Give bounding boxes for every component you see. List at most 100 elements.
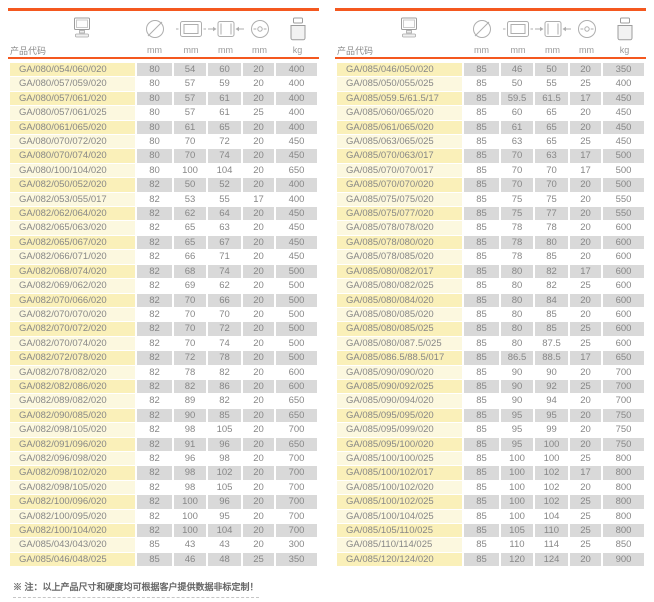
value-cell: 85 [464, 135, 499, 149]
value-cell: 82 [137, 466, 172, 480]
value-cell: 800 [603, 480, 644, 495]
value-cell: 800 [603, 495, 644, 509]
value-cell: 20 [243, 264, 274, 279]
value-cell: 120 [501, 552, 533, 567]
footnote: ※ 注：以上产品尺寸和硬度均可根据客户提供数据非标定制！ [13, 580, 259, 599]
value-cell: 100 [174, 495, 206, 509]
table-row: GA/085/070/070/020 85 70 70 20 500 [337, 178, 644, 192]
table-row: GA/085/100/102/017 85 100 102 17 800 [337, 466, 644, 480]
product-code-cell: GA/082/078/082/020 [10, 365, 135, 379]
value-cell: 82 [137, 394, 172, 408]
value-cell: 20 [243, 77, 274, 91]
value-cell: 20 [243, 437, 274, 451]
value-cell: 85 [535, 322, 568, 336]
product-code-cell: GA/080/057/061/020 [10, 91, 135, 106]
value-cell: 82 [174, 379, 206, 394]
table-row: GA/085/046/048/025 85 46 48 25 350 [10, 552, 317, 567]
header-outer-diameter: mm [135, 14, 174, 57]
value-cell: 80 [137, 120, 172, 135]
bore-diameter-icon [248, 14, 272, 44]
value-cell: 450 [603, 91, 644, 106]
value-cell: 500 [603, 178, 644, 192]
value-cell: 20 [243, 120, 274, 135]
value-cell: 100 [501, 495, 533, 509]
product-code-cell: GA/085/075/077/020 [337, 207, 462, 221]
value-cell: 450 [276, 135, 317, 149]
table-row: GA/080/061/065/020 80 61 65 20 400 [10, 120, 317, 135]
value-cell: 80 [535, 235, 568, 250]
table-row: GA/082/098/105/020 82 98 105 20 700 [10, 423, 317, 437]
value-cell: 96 [208, 495, 241, 509]
product-code-cell: GA/085/075/075/020 [337, 192, 462, 207]
value-cell: 400 [276, 178, 317, 192]
product-code-cell: GA/085/095/100/020 [337, 437, 462, 451]
value-cell: 85 [137, 552, 172, 567]
value-cell: 350 [276, 552, 317, 567]
header-weight: kg [276, 14, 319, 57]
table-row: GA/085/075/075/020 85 75 75 20 550 [337, 192, 644, 207]
value-cell: 20 [243, 178, 274, 192]
value-cell: 63 [208, 221, 241, 235]
value-cell: 90 [535, 365, 568, 379]
value-cell: 75 [501, 207, 533, 221]
value-cell: 85 [464, 120, 499, 135]
table-row: GA/085/090/092/025 85 90 92 25 700 [337, 379, 644, 394]
product-code-cell: GA/085/080/084/020 [337, 293, 462, 307]
unit-label: kg [292, 45, 303, 55]
value-cell: 82 [137, 279, 172, 293]
value-cell: 85 [464, 279, 499, 293]
product-code-cell: GA/085/060/065/020 [337, 106, 462, 120]
value-cell: 700 [276, 480, 317, 495]
table-row: GA/080/057/061/020 80 57 61 20 400 [10, 91, 317, 106]
product-code-cell: GA/082/089/082/020 [10, 394, 135, 408]
value-cell: 105 [501, 524, 533, 538]
value-cell: 20 [243, 91, 274, 106]
value-cell: 60 [501, 106, 533, 120]
value-cell: 20 [243, 221, 274, 235]
value-cell: 85 [464, 524, 499, 538]
value-cell: 63 [535, 149, 568, 163]
value-cell: 450 [603, 120, 644, 135]
value-cell: 96 [174, 451, 206, 466]
value-cell: 72 [208, 135, 241, 149]
value-cell: 70 [208, 307, 241, 322]
value-cell: 600 [603, 322, 644, 336]
value-cell: 17 [570, 351, 601, 365]
computer-icon [8, 14, 135, 43]
orange-rule-header [335, 57, 646, 59]
value-cell: 85 [464, 437, 499, 451]
product-code-cell: GA/082/066/071/020 [10, 250, 135, 264]
value-cell: 88.5 [535, 351, 568, 365]
value-cell: 17 [570, 264, 601, 279]
value-cell: 85 [464, 394, 499, 408]
value-cell: 61 [174, 120, 206, 135]
value-cell: 100 [174, 524, 206, 538]
product-code-cell: GA/085/080/087.5/025 [337, 336, 462, 351]
value-cell: 550 [603, 192, 644, 207]
value-cell: 700 [603, 379, 644, 394]
value-cell: 400 [276, 106, 317, 120]
table-row: GA/085/120/124/020 85 120 124 20 900 [337, 552, 644, 567]
unit-label: mm [579, 45, 594, 55]
value-cell: 75 [535, 192, 568, 207]
value-cell: 95 [535, 408, 568, 423]
value-cell: 85 [464, 423, 499, 437]
value-cell: 20 [243, 509, 274, 523]
value-cell: 87.5 [535, 336, 568, 351]
value-cell: 95 [501, 408, 533, 423]
value-cell: 20 [243, 495, 274, 509]
value-cell: 450 [276, 235, 317, 250]
value-cell: 85 [464, 538, 499, 552]
value-cell: 90 [501, 394, 533, 408]
product-code-cell: GA/085/080/082/017 [337, 264, 462, 279]
value-cell: 110 [535, 524, 568, 538]
table-row: GA/085/100/104/025 85 100 104 25 800 [337, 509, 644, 523]
value-cell: 86.5 [501, 351, 533, 365]
value-cell: 78 [501, 250, 533, 264]
product-code-cell: GA/085/061/065/020 [337, 120, 462, 135]
product-code-cell: GA/082/082/086/020 [10, 379, 135, 394]
value-cell: 20 [570, 178, 601, 192]
table-row: GA/080/054/060/020 80 54 60 20 400 [10, 63, 317, 77]
product-code-cell: GA/085/043/043/020 [10, 538, 135, 552]
value-cell: 85 [464, 351, 499, 365]
